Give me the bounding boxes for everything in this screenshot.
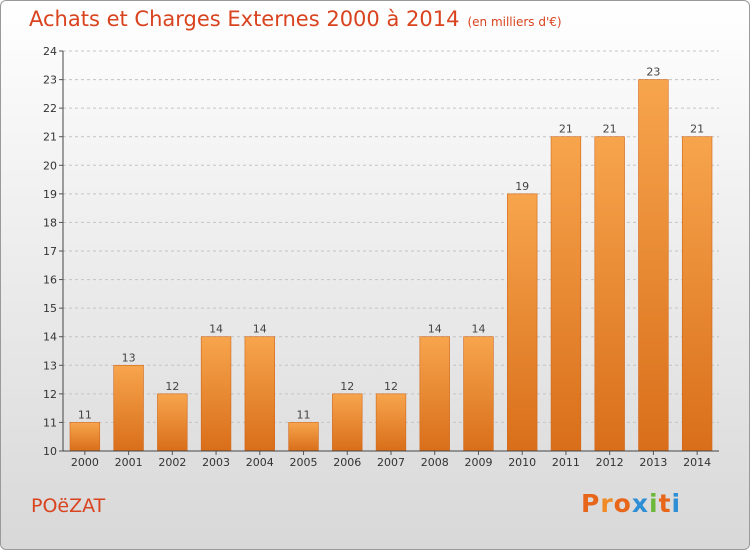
- data-label: 14: [253, 323, 267, 336]
- bar: [375, 393, 407, 452]
- bar: [113, 364, 144, 452]
- y-tick-label: 11: [43, 416, 57, 429]
- data-label: 19: [515, 180, 529, 193]
- data-label: 14: [471, 323, 485, 336]
- data-label: 14: [428, 323, 442, 336]
- bar: [594, 136, 625, 452]
- y-tick-label: 21: [43, 131, 57, 144]
- y-tick-label: 24: [43, 45, 57, 58]
- bar: [681, 136, 713, 452]
- y-tick-label: 23: [43, 74, 57, 87]
- y-tick-label: 22: [43, 102, 57, 115]
- x-tick-label: 2000: [71, 456, 99, 469]
- y-tick-label: 10: [43, 445, 57, 458]
- y-axis-ticks: 10 11 12 13 14 15 16 17 18 19 20 21 22 23 24: [43, 45, 63, 458]
- y-tick-label: 18: [43, 216, 57, 229]
- bar: [419, 336, 450, 452]
- bar: [244, 336, 275, 452]
- logo-letter: r: [600, 489, 614, 518]
- x-tick-label: 2006: [333, 456, 361, 469]
- bars: [69, 79, 713, 452]
- y-tick-label: 15: [43, 302, 57, 315]
- bar: [69, 422, 101, 452]
- logo-letter: P: [581, 489, 601, 518]
- data-label: 23: [646, 66, 660, 79]
- bar: [332, 393, 363, 452]
- bar: [463, 336, 494, 452]
- x-tick-label: 2001: [115, 456, 143, 469]
- logo-letter: t: [658, 489, 672, 518]
- y-tick-label: 17: [43, 245, 57, 258]
- proxiti-logo: Proxiti: [581, 489, 681, 518]
- y-tick-label: 14: [43, 331, 57, 344]
- bar: [288, 422, 319, 452]
- axes: [62, 51, 719, 452]
- data-labels: 11 13 12 14 14 11 12 12 14 14 19 21 21 23 21: [78, 66, 704, 422]
- y-tick-label: 12: [43, 388, 57, 401]
- x-tick-label: 2010: [508, 456, 536, 469]
- data-label: 11: [297, 408, 311, 421]
- data-label: 21: [603, 123, 617, 136]
- data-label: 11: [78, 408, 92, 421]
- data-label: 12: [340, 380, 354, 393]
- place-name: POëZAT: [31, 495, 106, 517]
- chart-title: Achats et Charges Externes 2000 à 2014 (e…: [29, 7, 562, 31]
- bar: [157, 393, 188, 452]
- logo-letter: x: [631, 489, 649, 518]
- y-tick-label: 16: [43, 274, 57, 287]
- x-tick-label: 2011: [552, 456, 580, 469]
- data-label: 13: [122, 351, 136, 364]
- x-tick-label: 2004: [246, 456, 274, 469]
- data-label: 14: [209, 323, 223, 336]
- logo-letter: o: [613, 489, 632, 518]
- bar: [507, 193, 538, 452]
- chart-title-text: Achats et Charges Externes 2000 à 2014: [29, 7, 460, 31]
- data-label: 12: [165, 380, 179, 393]
- x-tick-label: 2008: [421, 456, 449, 469]
- x-tick-label: 2014: [683, 456, 711, 469]
- bar: [638, 79, 669, 452]
- x-tick-label: 2013: [639, 456, 667, 469]
- y-tick-label: 20: [43, 159, 57, 172]
- bar: [550, 136, 582, 452]
- x-tick-label: 2002: [158, 456, 186, 469]
- x-tick-label: 2005: [290, 456, 318, 469]
- data-label: 21: [559, 123, 573, 136]
- logo-letter: i: [649, 489, 659, 518]
- x-tick-label: 2012: [596, 456, 624, 469]
- x-tick-label: 2009: [464, 456, 492, 469]
- data-label: 12: [384, 380, 398, 393]
- y-tick-label: 13: [43, 359, 57, 372]
- bar: [200, 336, 232, 452]
- data-label: 21: [690, 123, 704, 136]
- x-tick-label: 2003: [202, 456, 230, 469]
- x-axis-ticks: 2000 2001 2002 2003 2004 2005 2006 2007 2008 2009…: [71, 451, 711, 469]
- chart-subtitle: (en milliers d'€): [467, 15, 562, 29]
- y-tick-label: 19: [43, 188, 57, 201]
- x-tick-label: 2007: [377, 456, 405, 469]
- logo-letter: i: [671, 489, 682, 518]
